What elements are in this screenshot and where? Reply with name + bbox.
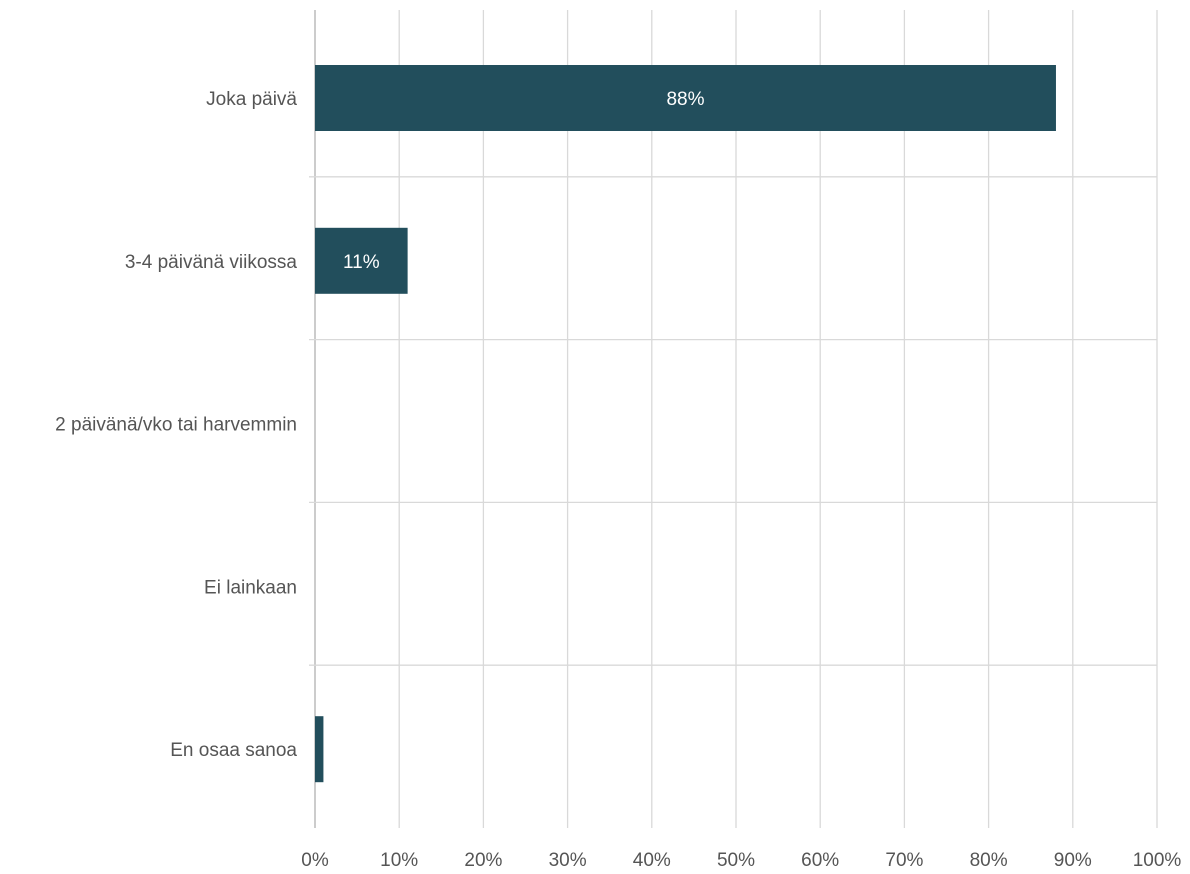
x-tick-label: 90% — [1054, 850, 1092, 871]
x-tick-label: 80% — [970, 850, 1008, 871]
x-tick-label: 30% — [549, 850, 587, 871]
x-tick-label: 60% — [801, 850, 839, 871]
x-tick-label: 40% — [633, 850, 671, 871]
category-label: 2 päivänä/vko tai harvemmin — [55, 415, 297, 436]
x-tick-label: 100% — [1133, 850, 1182, 871]
x-tick-label: 70% — [885, 850, 923, 871]
x-tick-label: 0% — [301, 850, 329, 871]
category-label: En osaa sanoa — [170, 740, 297, 761]
bar — [315, 716, 324, 783]
gridlines — [309, 10, 1158, 828]
data-label: 11% — [343, 252, 380, 273]
x-tick-label: 50% — [717, 850, 755, 871]
data-label: 88% — [666, 89, 704, 110]
x-axis-ticks: 0% 10% 20% 30% 40% 50% 60% 70% 80% 90% 100% — [301, 850, 1181, 871]
data-labels: 88% 11% — [343, 89, 705, 273]
bar — [315, 227, 408, 294]
bars — [315, 65, 1056, 783]
category-label: 3-4 päivänä viikossa — [125, 252, 298, 273]
x-tick-label: 20% — [464, 850, 502, 871]
category-label: Joka päivä — [206, 89, 297, 110]
x-tick-label: 10% — [380, 850, 418, 871]
bar — [315, 65, 1056, 131]
category-label: Ei lainkaan — [204, 577, 297, 598]
category-labels: Joka päivä 3-4 päivänä viikossa 2 päivänä/… — [55, 89, 297, 761]
